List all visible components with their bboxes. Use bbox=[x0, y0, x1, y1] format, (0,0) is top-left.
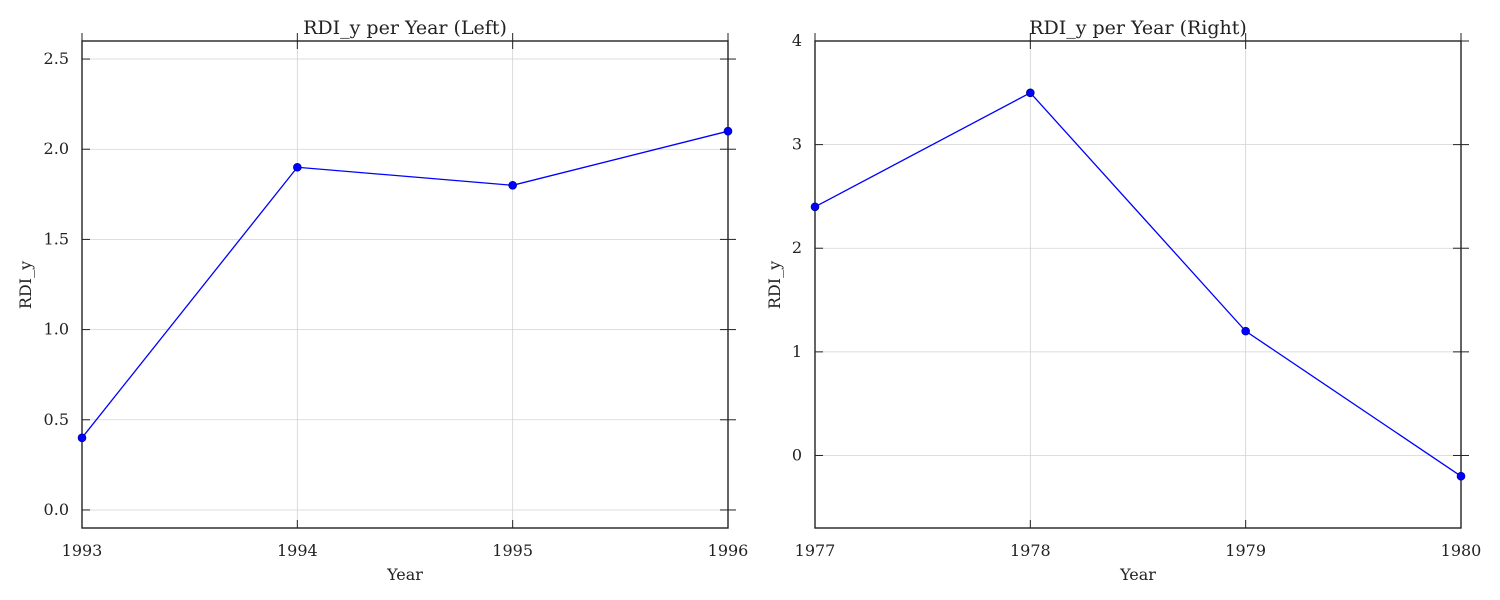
y-tick-label-left: 0.0 bbox=[44, 500, 69, 519]
x-tick-label-right: 1977 bbox=[795, 541, 836, 560]
y-tick-label-left: 0.5 bbox=[44, 410, 69, 429]
chart-right: RDI_y per Year (Right) Year RDI_y 1977 19… bbox=[765, 17, 1481, 584]
y-tick-label-left: 1.0 bbox=[44, 320, 69, 339]
plot-frame-left bbox=[81, 40, 729, 529]
x-tick-label-left: 1994 bbox=[277, 541, 318, 560]
x-axis-label-right: Year bbox=[1119, 565, 1156, 584]
chart-title-left: RDI_y per Year (Left) bbox=[303, 17, 507, 39]
x-tick-label-left: 1996 bbox=[708, 541, 749, 560]
y-axis-label-right: RDI_y bbox=[765, 261, 784, 309]
plot-area-left: 1993 1994 1995 1996 0.0 0.5 1.0 1.5 2.0 2.5 bbox=[44, 33, 749, 560]
data-point-right bbox=[1241, 326, 1250, 336]
y-tick-label-right: 0 bbox=[792, 445, 802, 464]
plot-area-right: 1977 1978 1979 1980 0 1 2 3 4 bbox=[792, 31, 1482, 560]
y-tick-label-right: 2 bbox=[792, 238, 802, 257]
y-tick-label-right: 4 bbox=[792, 31, 802, 50]
data-point-right bbox=[810, 202, 820, 212]
data-point-left bbox=[723, 126, 733, 136]
data-point-right bbox=[1026, 88, 1035, 98]
x-tick-label-right: 1979 bbox=[1225, 541, 1266, 560]
x-tick-label-left: 1993 bbox=[62, 541, 103, 560]
x-tick-label-right: 1978 bbox=[1010, 541, 1051, 560]
data-point-left bbox=[77, 433, 87, 443]
y-tick-label-right: 1 bbox=[792, 342, 802, 361]
series-line-right bbox=[814, 91, 1462, 477]
y-tick-label-left: 2.0 bbox=[44, 139, 69, 158]
data-point-left bbox=[293, 162, 302, 172]
y-axis-label-left: RDI_y bbox=[16, 261, 35, 309]
data-point-left bbox=[508, 180, 517, 190]
chart-title-right: RDI_y per Year (Right) bbox=[1029, 17, 1247, 39]
y-tick-label-left: 2.5 bbox=[44, 49, 69, 68]
y-tick-label-left: 1.5 bbox=[44, 229, 69, 248]
series-line-left bbox=[81, 130, 729, 439]
x-axis-label-left: Year bbox=[386, 565, 423, 584]
chart-left: RDI_y per Year (Left) Year RDI_y 1993 199… bbox=[16, 17, 748, 584]
y-tick-label-right: 3 bbox=[792, 135, 802, 154]
data-point-right bbox=[1456, 471, 1466, 481]
plot-frame-right bbox=[814, 40, 1462, 529]
x-tick-label-left: 1995 bbox=[492, 541, 533, 560]
x-tick-label-right: 1980 bbox=[1441, 541, 1482, 560]
